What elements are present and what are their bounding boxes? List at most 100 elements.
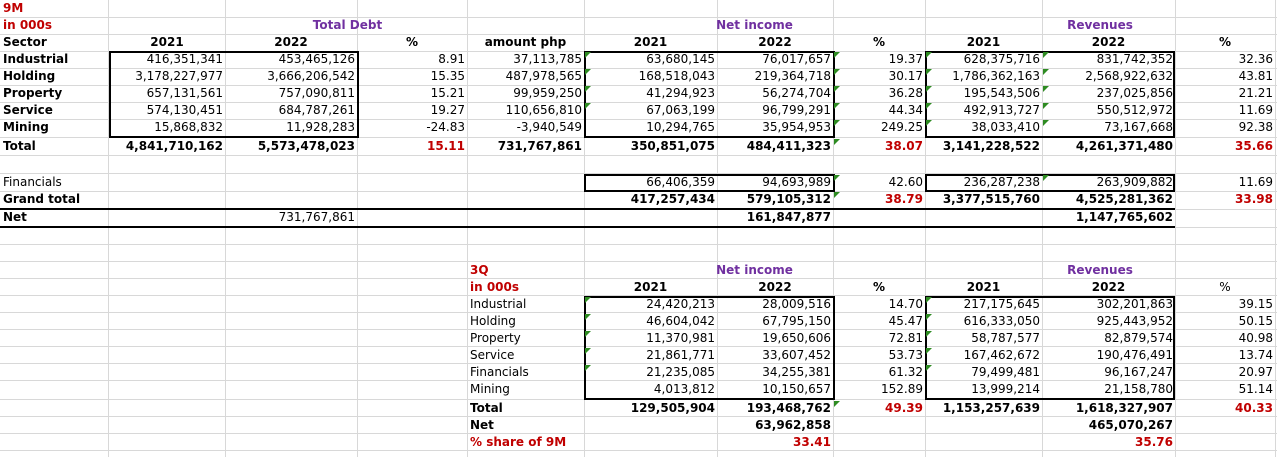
rev3q-2021-cell[interactable]: 13,999,214 [971,382,1040,396]
debt-2022-cell[interactable]: 684,787,261 [278,103,355,117]
rev3q-net[interactable]: 465,070,267 [1088,418,1173,432]
rev3q-2021-cell[interactable]: 217,175,645 [963,297,1040,311]
ni-total-2021[interactable]: 350,851,075 [630,139,715,153]
net-debt-value[interactable]: 731,767,861 [278,210,355,224]
amount-php-cell[interactable]: -3,940,549 [516,120,582,134]
rev3q-2021-cell[interactable]: 79,499,481 [971,365,1040,379]
ni3q-pct-cell[interactable]: 72.81 [888,331,923,345]
rev-total-2022[interactable]: 4,261,371,480 [1075,139,1173,153]
ni-2022-cell[interactable]: 219,364,718 [754,69,831,83]
ni-2022-cell[interactable]: 96,799,291 [762,103,831,117]
ni-total-pct[interactable]: 38.07 [885,139,923,153]
ni3q-2021-cell[interactable]: 24,420,213 [646,297,715,311]
ni-2022-cell[interactable]: 56,274,704 [762,86,831,100]
ni3q-2021-cell[interactable]: 11,370,981 [646,331,715,345]
ni3q-2021-cell[interactable]: 46,604,042 [646,314,715,328]
debt-2021-cell[interactable]: 574,130,451 [146,103,223,117]
debt-2021-cell[interactable]: 657,131,561 [146,86,223,100]
ni3q-pct-cell[interactable]: 152.89 [881,382,923,396]
ni3q-2022-cell[interactable]: 28,009,516 [762,297,831,311]
amount-php-cell[interactable]: 37,113,785 [513,52,582,66]
ni-pct-cell[interactable]: 44.34 [888,103,923,117]
rev-pct-cell[interactable]: 32.36 [1238,52,1273,66]
ni-pct-cell[interactable]: 36.28 [888,86,923,100]
ni-financials-2022[interactable]: 94,693,989 [762,175,831,189]
rev-grand-2021[interactable]: 3,377,515,760 [942,192,1040,206]
rev3q-pct-cell[interactable]: 20.97 [1238,365,1273,379]
ni-pct-cell[interactable]: 30.17 [888,69,923,83]
rev3q-pct-cell[interactable]: 50.15 [1238,314,1273,328]
ni3q-2021-cell[interactable]: 21,861,771 [646,348,715,362]
ni-grand-2021[interactable]: 417,257,434 [630,192,715,206]
ni3q-2022-cell[interactable]: 34,255,381 [762,365,831,379]
ni-financials-2021[interactable]: 66,406,359 [646,175,715,189]
debt-2021-cell[interactable]: 3,178,227,977 [135,69,223,83]
rev-pct-cell[interactable]: 11.69 [1238,103,1273,117]
ni3q-total-pct[interactable]: 49.39 [885,401,923,415]
debt-2021-cell[interactable]: 416,351,341 [146,52,223,66]
ni-2021-cell[interactable]: 63,680,145 [646,52,715,66]
rev-2021-cell[interactable]: 195,543,506 [963,86,1040,100]
debt-pct-cell[interactable]: 8.91 [438,52,465,66]
rev3q-pct-cell[interactable]: 39.15 [1238,297,1273,311]
rev3q-2022-cell[interactable]: 302,201,863 [1096,297,1173,311]
rev-2022-cell[interactable]: 550,512,972 [1096,103,1173,117]
rev-pct-cell[interactable]: 43.81 [1238,69,1273,83]
ni-2022-cell[interactable]: 35,954,953 [762,120,831,134]
rev-grand-pct[interactable]: 33.98 [1235,192,1273,206]
ni-pct-cell[interactable]: 19.37 [888,52,923,66]
rev-total-pct[interactable]: 35.66 [1235,139,1273,153]
rev3q-share[interactable]: 35.76 [1135,435,1173,449]
ni-net-9m[interactable]: 161,847,877 [746,210,831,224]
ni3q-2022-cell[interactable]: 67,795,150 [762,314,831,328]
ni3q-2022-cell[interactable]: 10,150,657 [762,382,831,396]
rev3q-2021-cell[interactable]: 616,333,050 [963,314,1040,328]
debt-2022-cell[interactable]: 453,465,126 [278,52,355,66]
rev-2021-cell[interactable]: 492,913,727 [963,103,1040,117]
ni3q-total-2022[interactable]: 193,468,762 [746,401,831,415]
rev3q-2021-cell[interactable]: 167,462,672 [963,348,1040,362]
rev3q-2022-cell[interactable]: 21,158,780 [1104,382,1173,396]
ni3q-total-2021[interactable]: 129,505,904 [630,401,715,415]
ni3q-2022-cell[interactable]: 19,650,606 [762,331,831,345]
rev3q-total-2021[interactable]: 1,153,257,639 [942,401,1040,415]
ni-total-2022[interactable]: 484,411,323 [746,139,831,153]
amount-php-cell[interactable]: 110,656,810 [505,103,582,117]
rev3q-2021-cell[interactable]: 58,787,577 [971,331,1040,345]
rev3q-2022-cell[interactable]: 190,476,491 [1096,348,1173,362]
debt-2022-cell[interactable]: 3,666,206,542 [267,69,355,83]
ni3q-2022-cell[interactable]: 33,607,452 [762,348,831,362]
rev-2021-cell[interactable]: 628,375,716 [963,52,1040,66]
debt-2022-cell[interactable]: 757,090,811 [278,86,355,100]
rev-2022-cell[interactable]: 831,742,352 [1096,52,1173,66]
ni-2022-cell[interactable]: 76,017,657 [762,52,831,66]
amount-php-cell[interactable]: 487,978,565 [505,69,582,83]
debt-total-pct[interactable]: 15.11 [427,139,465,153]
debt-total-2022[interactable]: 5,573,478,023 [257,139,355,153]
rev-financials-2021[interactable]: 236,287,238 [963,175,1040,189]
rev3q-pct-cell[interactable]: 13.74 [1238,348,1273,362]
debt-pct-cell[interactable]: 15.35 [430,69,465,83]
ni3q-pct-cell[interactable]: 14.70 [888,297,923,311]
rev-pct-cell[interactable]: 21.21 [1238,86,1273,100]
ni3q-pct-cell[interactable]: 45.47 [888,314,923,328]
ni-2021-cell[interactable]: 67,063,199 [646,103,715,117]
rev3q-2022-cell[interactable]: 96,167,247 [1104,365,1173,379]
debt-pct-cell[interactable]: 15.21 [430,86,465,100]
rev-2021-cell[interactable]: 38,033,410 [971,120,1040,134]
ni3q-2021-cell[interactable]: 4,013,812 [653,382,715,396]
ni-financials-pct[interactable]: 42.60 [888,175,923,189]
rev-net-9m[interactable]: 1,147,765,602 [1075,210,1173,224]
rev-2021-cell[interactable]: 1,786,362,163 [952,69,1040,83]
rev3q-total-2022[interactable]: 1,618,327,907 [1075,401,1173,415]
debt-2022-cell[interactable]: 11,928,283 [286,120,355,134]
ni3q-2021-cell[interactable]: 21,235,085 [646,365,715,379]
amount-php-cell[interactable]: 99,959,250 [513,86,582,100]
debt-2021-cell[interactable]: 15,868,832 [154,120,223,134]
rev-2022-cell[interactable]: 2,568,922,632 [1085,69,1173,83]
rev3q-2022-cell[interactable]: 82,879,574 [1104,331,1173,345]
rev-2022-cell[interactable]: 237,025,856 [1096,86,1173,100]
ni-grand-2022[interactable]: 579,105,312 [746,192,831,206]
amount-php-total[interactable]: 731,767,861 [497,139,582,153]
rev-financials-2022[interactable]: 263,909,882 [1096,175,1173,189]
